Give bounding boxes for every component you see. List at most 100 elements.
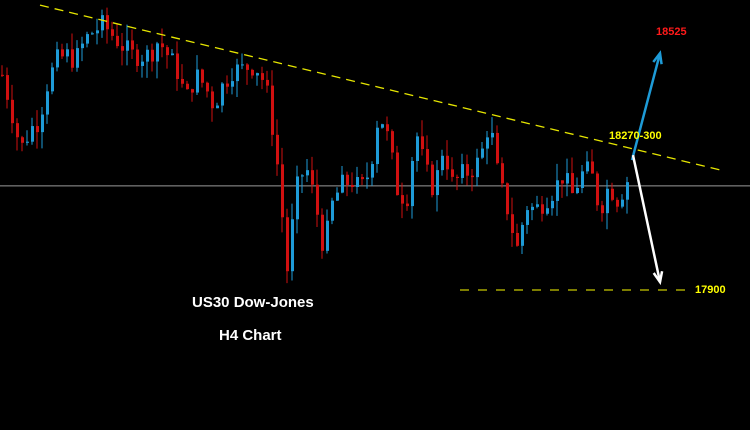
candle-body	[156, 43, 159, 62]
candle-body	[626, 182, 629, 200]
candle-body	[456, 176, 459, 178]
candle-body	[511, 214, 514, 233]
candle-body	[306, 170, 309, 176]
candle-body	[81, 43, 84, 49]
candle-body	[211, 91, 214, 109]
candle-body	[11, 99, 14, 124]
candle-body	[396, 152, 399, 196]
candle-body	[621, 199, 624, 207]
candle-body	[336, 192, 339, 201]
candle-body	[91, 33, 94, 35]
candle-body	[66, 49, 69, 57]
candle-body	[376, 127, 379, 165]
candle-body	[21, 137, 24, 143]
bearish-target-arrow-shaft	[631, 154, 662, 283]
candle-body	[571, 173, 574, 194]
candle-body	[461, 164, 464, 178]
candle-body	[56, 49, 59, 68]
candle-body	[521, 224, 524, 246]
candle-body	[101, 15, 104, 31]
candle-body	[551, 200, 554, 209]
candle-body	[616, 199, 619, 207]
candle-body	[531, 206, 534, 211]
candle-body	[216, 105, 219, 109]
candle-body	[291, 219, 294, 272]
annotation-17900: 17900	[695, 284, 726, 296]
candle-body	[426, 149, 429, 165]
candle-body	[546, 208, 549, 214]
candle-body	[421, 136, 424, 150]
candle-body	[301, 175, 304, 177]
candle-body	[451, 169, 454, 177]
candle-body	[381, 124, 384, 128]
candle-body	[1, 74, 4, 76]
annotation-18525: 18525	[656, 26, 687, 38]
candle-body	[541, 204, 544, 214]
candle-body	[236, 64, 239, 82]
candle-body	[41, 114, 44, 133]
candle-body	[591, 161, 594, 174]
candle-body	[161, 43, 164, 48]
candle-body	[366, 177, 369, 180]
candle-body	[441, 155, 444, 171]
candle-body	[196, 69, 199, 93]
candle-body	[341, 174, 344, 193]
candle-body	[6, 75, 9, 100]
candle-body	[476, 157, 479, 178]
bullish-target-arrow-shaft	[630, 52, 662, 161]
candle-body	[251, 69, 254, 76]
annotation-resistance: 18270-300	[609, 130, 662, 142]
bullish-target-arrow-head-icon	[652, 50, 663, 65]
candle-body	[446, 155, 449, 170]
candle-body	[96, 30, 99, 34]
candle-body	[256, 73, 259, 76]
candle-body	[371, 164, 374, 178]
candle-body	[51, 67, 54, 92]
candle-body	[231, 81, 234, 87]
candle-body	[316, 184, 319, 215]
candle-body	[361, 177, 364, 180]
candle-body	[436, 170, 439, 196]
candle-body	[166, 47, 169, 56]
candle-body	[286, 217, 289, 272]
candle-body	[126, 40, 129, 51]
candle-body	[186, 83, 189, 90]
candle-body	[601, 205, 604, 214]
candle-body	[26, 141, 29, 143]
candle-body	[581, 171, 584, 189]
candle-body	[221, 83, 224, 106]
candle-body	[326, 220, 329, 251]
candle-body	[516, 232, 519, 246]
candle-body	[31, 126, 34, 142]
candle-body	[566, 173, 569, 184]
candle-body	[76, 48, 79, 68]
candle-body	[146, 49, 149, 62]
candle-body	[556, 180, 559, 201]
candle-body	[536, 204, 539, 207]
bearish-target-arrow-head-icon	[652, 271, 664, 286]
candle-body	[596, 173, 599, 206]
candle-body	[586, 161, 589, 172]
candle-body	[401, 195, 404, 204]
candle-body	[611, 188, 614, 200]
candle-body	[561, 180, 564, 184]
candle-body	[171, 53, 174, 56]
candle-body	[296, 176, 299, 220]
candle-body	[491, 132, 494, 138]
candle-body	[411, 160, 414, 207]
candle-body	[36, 126, 39, 133]
candle-body	[271, 85, 274, 135]
chart-title: US30 Dow-Jones	[192, 294, 314, 311]
candle-body	[481, 148, 484, 158]
candle-body	[356, 177, 359, 188]
candle-body	[606, 188, 609, 214]
candle-body	[16, 123, 19, 138]
candle-body	[46, 91, 49, 115]
candle-body	[526, 210, 529, 225]
candle-body	[386, 124, 389, 132]
candle-body	[331, 200, 334, 221]
candle-body	[496, 132, 499, 164]
candle-body	[501, 163, 504, 184]
candle-body	[351, 184, 354, 188]
